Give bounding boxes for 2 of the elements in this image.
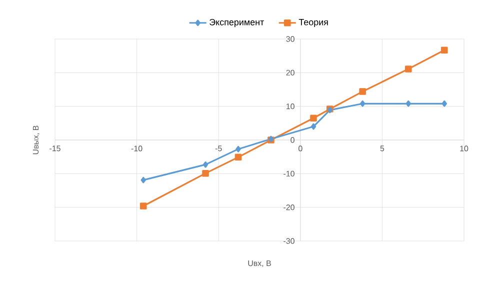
- legend-label: Теория: [298, 19, 328, 28]
- legend-label: Эксперимент: [210, 18, 264, 28]
